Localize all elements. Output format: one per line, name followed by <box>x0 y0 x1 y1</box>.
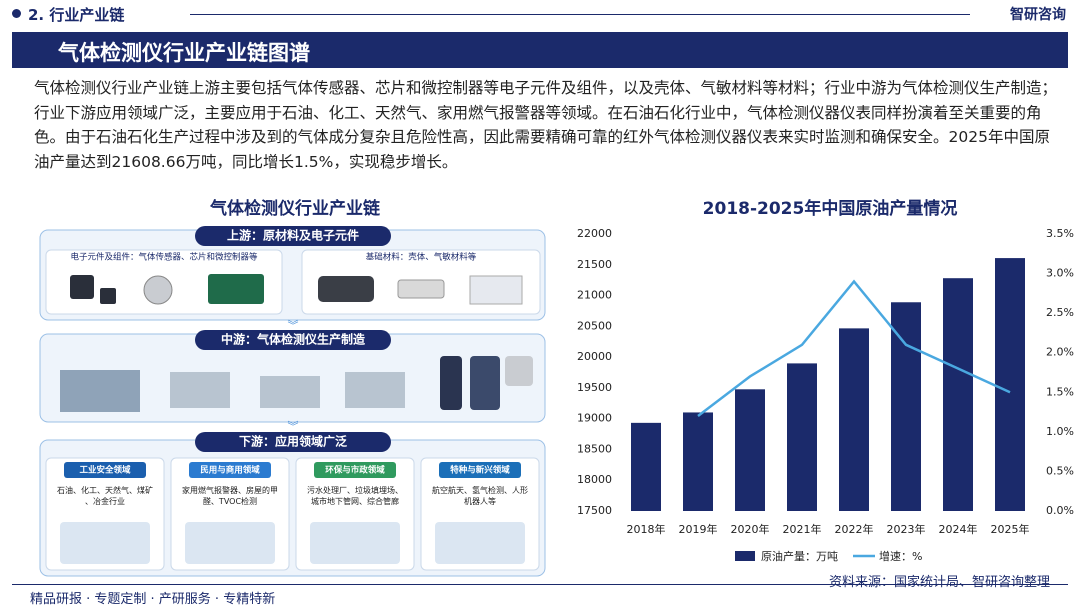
card-header <box>314 462 396 478</box>
arrow: ︾ <box>288 319 299 332</box>
icon <box>70 275 94 299</box>
downstream: 下游：应用领域广泛 <box>39 432 546 577</box>
x-tick-label: 2023年 <box>887 522 926 536</box>
x-tick-label: 2018年 <box>627 522 666 536</box>
pill <box>195 432 391 452</box>
midstream: 中游：气体检测仪生产制造 <box>39 330 546 423</box>
bar <box>943 278 973 511</box>
source: 资料来源：国家统计局、智研咨询整理 <box>828 575 1050 590</box>
bar <box>839 328 869 511</box>
footer-slogan: 精品研报 · 专题定制 · 产研服务 · 专精特新 <box>30 592 276 607</box>
bar <box>683 412 713 511</box>
card-title: 工业安全领域 <box>79 465 131 476</box>
upstream: 上游：原材料及电子元件 电子元件及组件：气体传感器、芯片和微控制器等 基础材料：… <box>39 226 546 321</box>
icon <box>185 522 275 564</box>
icon <box>208 274 264 304</box>
x-tick-label: 2019年 <box>679 522 718 536</box>
y-tick-label: 18500 <box>577 442 612 455</box>
bullet <box>12 9 21 18</box>
y2-tick-label: 0.5% <box>1046 464 1074 477</box>
y2-tick-label: 3.0% <box>1046 267 1074 280</box>
icon <box>435 522 525 564</box>
rule <box>190 14 970 15</box>
icon <box>469 275 523 305</box>
bar <box>631 422 661 511</box>
bar <box>735 389 765 511</box>
x-tick-label: 2024年 <box>939 522 978 536</box>
pill <box>195 226 391 246</box>
bar <box>891 302 921 511</box>
y-tick-label: 21000 <box>577 289 612 302</box>
icon <box>60 522 150 564</box>
card-header <box>64 462 146 478</box>
y-tick-label: 18000 <box>577 473 612 486</box>
banner <box>12 32 1068 68</box>
x-tick-label: 2022年 <box>835 522 874 536</box>
card-text: 污水处理厂、垃圾填埋场、城市地下管网、综合管廊 <box>307 485 403 506</box>
page-title: 气体检测仪行业产业链图谱 <box>58 41 310 65</box>
chart-title: 2018-2025年中国原油产量情况 <box>702 199 958 219</box>
y-tick-label: 20000 <box>577 350 612 363</box>
y-tick-label: 19000 <box>577 412 612 425</box>
line <box>697 279 1011 418</box>
icon <box>397 279 445 299</box>
legend-label: 增速：% <box>879 549 922 563</box>
rule <box>12 584 1068 585</box>
icon <box>60 370 140 412</box>
icon <box>143 275 173 305</box>
paragraph: 气体检测仪行业产业链上游主要包括气体传感器、芯片和微控制器等电子元件及组件，以及… <box>34 79 1058 171</box>
icon <box>505 356 533 386</box>
icon <box>100 288 116 304</box>
y2-tick-label: 2.0% <box>1046 346 1074 359</box>
card-header <box>189 462 271 478</box>
logo: 智研咨询 <box>1010 7 1066 23</box>
bar <box>995 258 1025 511</box>
card-text: 石油、化工、天然气、煤矿、冶金行业 <box>57 485 153 506</box>
legend-label: 原油产量：万吨 <box>761 549 838 563</box>
stage-label: 上游：原材料及电子元件 <box>227 228 359 243</box>
icon <box>310 522 400 564</box>
x-tick-label: 2025年 <box>991 522 1030 536</box>
card-title: 特种与新兴领域 <box>450 465 510 476</box>
x-tick-label: 2021年 <box>783 522 822 536</box>
icon <box>170 372 230 408</box>
sub-label: 电子元件及组件：气体传感器、芯片和微控制器等 <box>70 252 258 263</box>
card-text: 航空航天、氢气检测、人形机器人等 <box>432 485 528 506</box>
y2-tick-label: 1.5% <box>1046 385 1074 398</box>
icon <box>318 276 374 302</box>
sub-label: 基础材料：壳体、气敏材料等 <box>366 252 477 263</box>
bar <box>787 363 817 511</box>
stage-label: 下游：应用领域广泛 <box>239 434 347 449</box>
card-text: 家用燃气报警器、房屋的甲醛、TVOC检测 <box>182 485 278 506</box>
y2-tick-label: 1.0% <box>1046 425 1074 438</box>
y2-tick-label: 0.0% <box>1046 504 1074 517</box>
icon <box>440 356 462 410</box>
section-title: 2. 行业产业链 <box>28 6 125 24</box>
arrow: ︾ <box>288 420 299 433</box>
y-tick-label: 22000 <box>577 227 612 240</box>
y-tick-label: 21500 <box>577 258 612 271</box>
icon <box>260 376 320 408</box>
stage-label: 中游：气体检测仪生产制造 <box>221 332 366 347</box>
pill <box>195 330 391 350</box>
icon <box>470 356 500 410</box>
y2-tick-label: 2.5% <box>1046 306 1074 319</box>
y-tick-label: 19500 <box>577 381 612 394</box>
y-tick-label: 20500 <box>577 319 612 332</box>
y-tick-label: 17500 <box>577 504 612 517</box>
diagram-title: 气体检测仪行业产业链 <box>210 199 380 219</box>
y2-tick-label: 3.5% <box>1046 227 1074 240</box>
card-header <box>439 462 521 478</box>
card-title: 民用与商用领域 <box>200 465 260 476</box>
legend-swatch <box>735 551 755 561</box>
icon <box>345 372 405 408</box>
card-title: 环保与市政领域 <box>325 465 385 476</box>
x-tick-label: 2020年 <box>731 522 770 536</box>
